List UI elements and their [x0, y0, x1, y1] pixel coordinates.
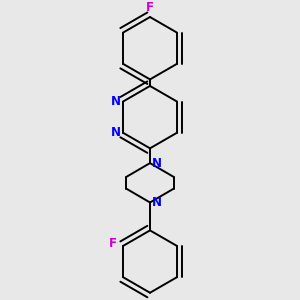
- Text: N: N: [111, 95, 121, 108]
- Text: N: N: [111, 126, 121, 139]
- Text: F: F: [146, 1, 154, 14]
- Text: N: N: [152, 157, 162, 169]
- Text: N: N: [152, 196, 162, 209]
- Text: F: F: [109, 237, 116, 250]
